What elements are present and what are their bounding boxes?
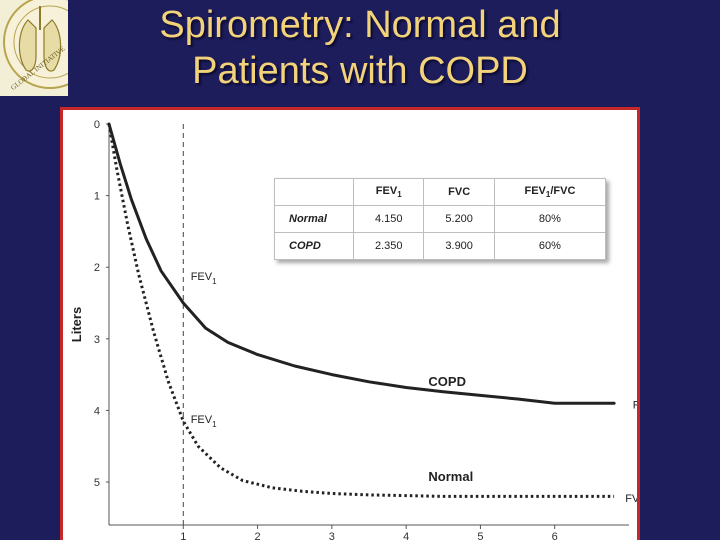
slide-title-line-2: Patients with COPD — [192, 50, 528, 92]
y-tick-label: 0 — [94, 119, 100, 131]
annotation-label: FVC — [633, 400, 637, 412]
x-tick-label: 1 — [180, 531, 186, 540]
chart-frame: 012345123456LitersFEV1FEV1COPDFVCNormalF… — [60, 107, 640, 540]
cell-normal-fev1: 4.150 — [352, 205, 425, 233]
cell-copd-fev1: 2.350 — [352, 232, 425, 260]
y-tick-label: 1 — [94, 191, 100, 203]
y-tick-label: 4 — [94, 405, 100, 417]
annotation-label: FEV1 — [191, 271, 217, 286]
y-axis-label: Liters — [69, 307, 84, 342]
cell-copd-fvc: 3.900 — [423, 232, 495, 260]
annotation-label: FEV1 — [191, 414, 217, 429]
table-header-row: FEV1 FVC FEV1/FVC — [274, 178, 607, 206]
table-header-fev1: FEV1 — [352, 178, 425, 206]
cell-normal-ratio: 80% — [493, 205, 607, 233]
row-label-normal: Normal — [274, 205, 354, 233]
annotation-label: FVC — [625, 493, 637, 505]
cell-normal-fvc: 5.200 — [423, 205, 495, 233]
x-tick-label: 6 — [552, 531, 558, 540]
y-tick-label: 3 — [94, 334, 100, 346]
table-row: COPD 2.350 3.900 60% — [274, 232, 607, 260]
row-label-copd: COPD — [274, 232, 354, 260]
x-tick-label: 4 — [403, 531, 409, 540]
table-header-fvc: FVC — [423, 178, 495, 206]
table-row: Normal 4.150 5.200 80% — [274, 205, 607, 233]
cell-copd-ratio: 60% — [493, 232, 607, 260]
gold-logo: GLOBAL INITIATIVE — [0, 0, 68, 96]
x-tick-label: 3 — [329, 531, 335, 540]
table-header-ratio: FEV1/FVC — [493, 178, 607, 206]
y-tick-label: 2 — [94, 262, 100, 274]
annotation-label: COPD — [428, 374, 466, 389]
gold-logo-seal: GLOBAL INITIATIVE — [3, 0, 68, 92]
x-tick-label: 2 — [255, 531, 261, 540]
y-tick-label: 5 — [94, 477, 100, 489]
x-tick-label: 5 — [477, 531, 483, 540]
series-line-copd — [107, 122, 616, 405]
slide-title: Spirometry: Normal and Patients with COP… — [80, 2, 640, 94]
annotation-label: Normal — [428, 469, 473, 484]
spirometry-chart: 012345123456LitersFEV1FEV1COPDFVCNormalF… — [69, 119, 637, 540]
table-header-empty — [274, 178, 354, 206]
slide-title-line-1: Spirometry: Normal and — [159, 4, 561, 46]
series-line-normal — [107, 123, 615, 498]
spirometry-table: FEV1 FVC FEV1/FVC Normal 4.150 5.200 80%… — [274, 178, 607, 260]
